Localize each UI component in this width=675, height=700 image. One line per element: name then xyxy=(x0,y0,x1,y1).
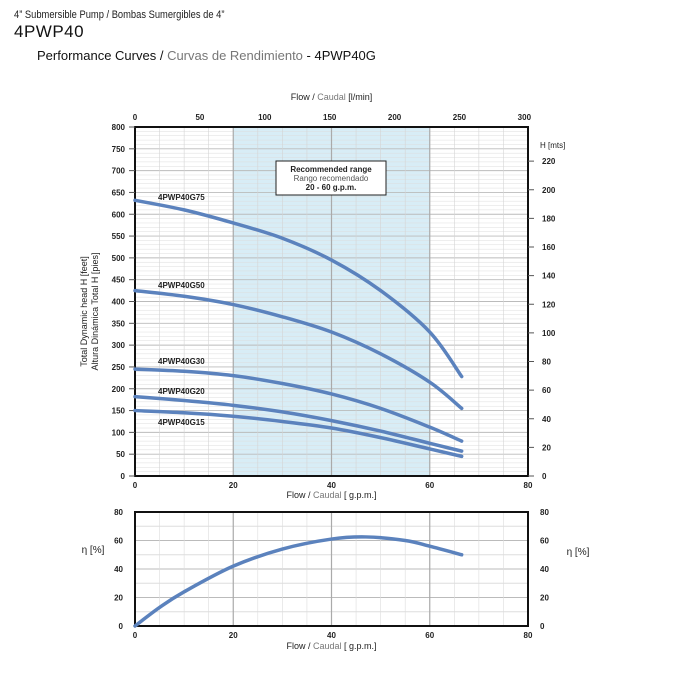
y-tick-label: 100 xyxy=(112,428,126,437)
y-tick-label: 400 xyxy=(112,298,126,307)
y-tick-label: 500 xyxy=(112,254,126,263)
y2-tick-label: 100 xyxy=(542,329,556,338)
eff-y2-tick-label: 40 xyxy=(540,565,549,574)
series-label: 4PWP40G20 xyxy=(158,387,205,396)
y-tick-label: 550 xyxy=(112,232,126,241)
eff-y-tick-label: 40 xyxy=(114,565,123,574)
axis-label-part: [l/min] xyxy=(346,92,373,102)
axis-label-part: [ g.p.m.] xyxy=(342,641,377,651)
eff-x-tick-label: 80 xyxy=(524,631,533,640)
eff-y-tick-label: 60 xyxy=(114,537,123,546)
eff-y-tick-label: 80 xyxy=(114,508,123,517)
eff-plot-frame xyxy=(134,511,529,627)
axis-label-part: Caudal xyxy=(315,92,346,102)
x-tick-label: 0 xyxy=(133,481,138,490)
eff-x-tick-label: 0 xyxy=(133,631,138,640)
y-tick-label: 750 xyxy=(112,145,126,154)
x2-tick-label: 100 xyxy=(258,113,272,122)
axis-label-part: Flow / xyxy=(286,641,311,651)
curve-4PWP40G75 xyxy=(133,198,464,379)
curve-4PWP40G30 xyxy=(133,367,464,443)
y2-tick-label: 200 xyxy=(542,186,556,195)
y-tick-label: 250 xyxy=(112,363,126,372)
y-tick-label: 300 xyxy=(112,341,126,350)
x2-tick-label: 200 xyxy=(388,113,402,122)
section-title-es: Curvas de Rendimiento xyxy=(167,48,303,63)
y-tick-label: 800 xyxy=(112,123,126,132)
x2-tick-label: 0 xyxy=(133,113,138,122)
section-title: Performance Curves / Curvas de Rendimien… xyxy=(37,48,376,63)
curve-4PWP40G20 xyxy=(133,394,464,453)
eff-y2-tick-label: 0 xyxy=(540,622,545,631)
axis-label-part: Caudal xyxy=(310,641,341,651)
y-tick-label: 650 xyxy=(112,188,126,197)
x2-tick-label: 250 xyxy=(453,113,467,122)
axis-label-part: Flow / xyxy=(291,92,316,102)
y2-tick-label: 140 xyxy=(542,272,556,281)
y-tick-label: 700 xyxy=(112,167,126,176)
y2-tick-label: 80 xyxy=(542,358,551,367)
y-tick-label: 0 xyxy=(121,472,126,481)
y2-tick-label: 180 xyxy=(542,214,556,223)
y2-tick-label: 160 xyxy=(542,243,556,252)
y2-tick-label: 20 xyxy=(542,443,551,452)
annotation-line1: Recommended range xyxy=(290,165,372,174)
y-tick-label: 600 xyxy=(112,210,126,219)
curve-4PWP40G50 xyxy=(133,288,464,411)
x2-tick-label: 50 xyxy=(195,113,204,122)
x2-axis-label: Flow / Caudal [l/min] xyxy=(291,92,373,102)
model-title: 4PWP40 xyxy=(14,22,85,41)
y-axis-label-en: Total Dynamic head H [feet] xyxy=(79,256,89,367)
y2-tick-label: 40 xyxy=(542,415,551,424)
x-tick-label: 80 xyxy=(524,481,533,490)
y-tick-label: 150 xyxy=(112,407,126,416)
x2-tick-label: 150 xyxy=(323,113,337,122)
series-label: 4PWP40G50 xyxy=(158,281,205,290)
annotation-line3: 20 - 60 g.p.m. xyxy=(306,183,357,192)
y2-tick-label: 0 xyxy=(542,472,547,481)
axis-label-part: Flow / xyxy=(286,490,311,500)
x-tick-label: 40 xyxy=(327,481,336,490)
eff-x-tick-label: 60 xyxy=(425,631,434,640)
x2-tick-label: 300 xyxy=(518,113,532,122)
annotation-box xyxy=(275,160,387,196)
series-label: 4PWP40G30 xyxy=(158,357,205,366)
subtitle: 4” Submersible Pump / Bombas Sumergibles… xyxy=(14,9,225,21)
eff-y2-axis-label: η [%] xyxy=(567,547,590,558)
y-tick-label: 50 xyxy=(116,450,125,459)
x-tick-label: 60 xyxy=(425,481,434,490)
y2-tick-label: 60 xyxy=(542,386,551,395)
eff-y2-tick-label: 20 xyxy=(540,594,549,603)
y-tick-label: 350 xyxy=(112,319,126,328)
y2-tick-label: 220 xyxy=(542,157,556,166)
eff-x-axis-label: Flow / Caudal [ g.p.m.] xyxy=(286,641,376,651)
section-title-model: - 4PWP40G xyxy=(306,48,376,63)
x-axis-label: Flow / Caudal [ g.p.m.] xyxy=(286,490,376,500)
series-label: 4PWP40G75 xyxy=(158,193,205,202)
eff-y2-tick-label: 80 xyxy=(540,508,549,517)
section-title-en: Performance Curves / xyxy=(37,48,164,63)
eff-y-tick-label: 20 xyxy=(114,594,123,603)
curve-4PWP40G15 xyxy=(133,408,464,459)
annotation-line2: Rango recomendado xyxy=(294,174,369,183)
y2-tick-label: 120 xyxy=(542,300,556,309)
eff-y-tick-label: 0 xyxy=(119,622,124,631)
x-tick-label: 20 xyxy=(229,481,238,490)
efficiency-curve xyxy=(133,535,464,628)
axis-label-part: [ g.p.m.] xyxy=(342,490,377,500)
eff-x-tick-label: 20 xyxy=(229,631,238,640)
y-tick-label: 450 xyxy=(112,276,126,285)
eff-y-axis-label: η [%] xyxy=(82,545,105,556)
y-tick-label: 200 xyxy=(112,385,126,394)
eff-x-tick-label: 40 xyxy=(327,631,336,640)
y-axis-label-es: Altura Dinámica Total H [pies] xyxy=(90,253,100,371)
eff-y2-tick-label: 60 xyxy=(540,537,549,546)
axis-label-part: Caudal xyxy=(310,490,341,500)
y2-axis-label: H [mts] xyxy=(540,141,565,150)
series-label: 4PWP40G15 xyxy=(158,418,205,427)
